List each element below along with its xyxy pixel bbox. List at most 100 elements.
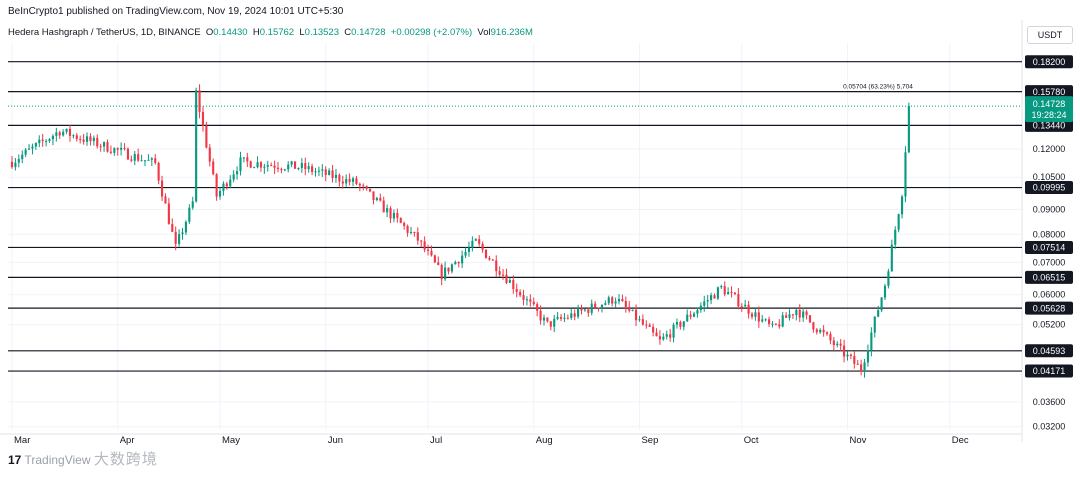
x-tick-label: Jun [328, 435, 343, 446]
candle-body [546, 317, 549, 322]
candle-body [461, 255, 464, 264]
candle-body [730, 291, 733, 293]
candle-body [58, 132, 61, 136]
candle-body [413, 231, 416, 233]
candle-body [843, 345, 846, 357]
candle-body [744, 304, 747, 307]
candle-body [512, 280, 515, 289]
candle-body [351, 178, 355, 182]
candle-body [324, 169, 327, 176]
candle-body [580, 308, 583, 311]
candle-body [686, 314, 689, 322]
candle-body [856, 363, 859, 365]
symbol-name: Hedera Hashgraph / TetherUS, 1D, BINANCE [8, 27, 201, 38]
candle-body [778, 324, 781, 327]
low-value: 0.13523 [304, 27, 339, 38]
candle-body [505, 274, 508, 283]
candle-body [785, 315, 788, 318]
candle-body [287, 164, 290, 170]
candle-body [467, 247, 471, 252]
candle-body [873, 316, 876, 333]
candle-body [662, 336, 665, 340]
candle-body [740, 306, 743, 308]
candle-body [406, 225, 409, 233]
current-price-label: 0.14728 [1033, 99, 1066, 109]
level-badge-label: 0.06515 [1033, 273, 1066, 283]
candle-body [665, 334, 668, 337]
candle-body [519, 292, 522, 296]
candle-body [577, 308, 580, 317]
candle-body [525, 299, 529, 301]
candle-body [420, 240, 423, 242]
candle-body [362, 185, 365, 187]
candle-body [331, 170, 334, 178]
candle-body [276, 167, 280, 169]
candle-body [338, 174, 341, 182]
candle-body [522, 295, 525, 300]
candle-body [474, 239, 477, 241]
candle-body [440, 265, 443, 280]
y-tick-label: 0.12000 [1033, 144, 1066, 154]
candle-body [328, 170, 331, 176]
candle-body [658, 336, 661, 340]
candle-body [638, 319, 641, 321]
candle-body [484, 249, 488, 259]
candle-body [679, 322, 682, 327]
candle-body [123, 147, 126, 149]
level-badge-label: 0.13440 [1033, 121, 1066, 131]
candle-body [51, 135, 54, 140]
candle-body [21, 154, 24, 160]
volume-value: 916.236M [490, 27, 533, 38]
candle-body [880, 297, 883, 311]
candle-body [617, 298, 621, 302]
volume-label: Vol [477, 27, 491, 38]
candle-body [256, 162, 259, 168]
candle-body [478, 239, 481, 244]
candle-body [358, 183, 361, 186]
candle-body [754, 312, 757, 317]
candle-body [566, 317, 569, 319]
candle-body [416, 232, 419, 241]
candle-body [791, 314, 794, 316]
candle-body [720, 286, 723, 288]
candle-body [89, 136, 92, 142]
candle-body [389, 208, 392, 219]
x-tick-label: Aug [536, 435, 553, 446]
candle-body [611, 297, 614, 304]
candle-body [508, 280, 511, 283]
candle-body [631, 309, 634, 311]
candle-body [771, 323, 774, 325]
candle-body [877, 310, 880, 317]
change-value: +0.00298 (+2.07%) [390, 27, 473, 38]
candle-body [27, 148, 31, 150]
candle-body [140, 160, 143, 162]
level-badge [1025, 270, 1073, 284]
candle-body [150, 158, 153, 160]
candle-body [733, 292, 737, 295]
candle-body [85, 136, 89, 142]
candle-body [853, 355, 856, 364]
candle-body [515, 288, 518, 293]
candle-body [239, 157, 242, 172]
y-tick-label: 0.05200 [1033, 320, 1066, 330]
currency-button[interactable]: USDT [1027, 26, 1073, 44]
candle-body [201, 111, 205, 126]
y-tick-label: 0.06000 [1033, 290, 1066, 300]
candle-body [92, 137, 95, 142]
candle-body [628, 306, 631, 311]
candle-body [171, 223, 174, 232]
candle-body [529, 299, 532, 302]
candle-body [829, 334, 832, 341]
candle-body [116, 148, 119, 150]
candle-body [205, 125, 208, 148]
candle-body [355, 178, 358, 184]
candle-body [290, 161, 293, 165]
candle-body [822, 329, 825, 333]
candle-body [713, 295, 716, 299]
candle-body [672, 324, 675, 338]
level-badge [1025, 181, 1073, 195]
level-badge [1025, 344, 1073, 358]
candle-body [808, 315, 812, 323]
candle-body [334, 174, 338, 178]
